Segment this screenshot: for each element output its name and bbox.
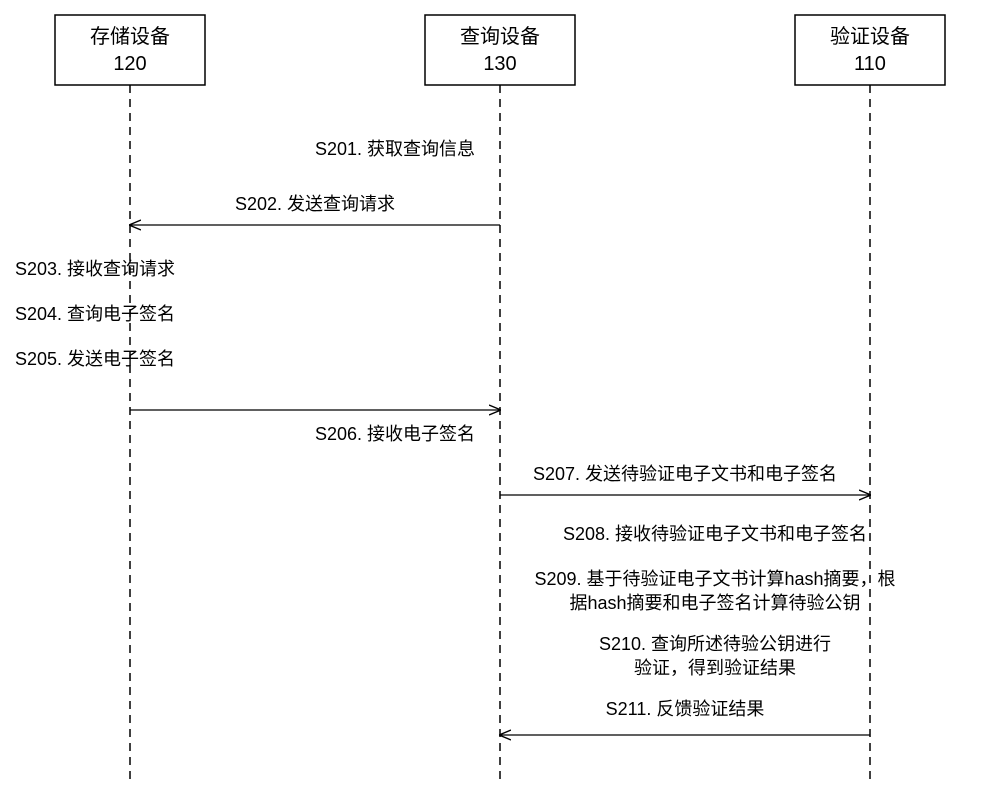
participant-title-storage: 存储设备: [90, 25, 170, 48]
step-label-7-line-0: S207. 发送待验证电子文书和电子签名: [533, 464, 837, 484]
step-label-10-line-1: 验证，得到验证结果: [634, 658, 796, 678]
participant-id-verify: 110: [854, 53, 886, 75]
step-label-2-line-0: S203. 接收查询请求: [15, 259, 175, 279]
step-label-9-line-1: 据hash摘要和电子签名计算待验公钥: [569, 593, 860, 613]
step-label-9-line-0: S209. 基于待验证电子文书计算hash摘要，根: [534, 569, 895, 589]
step-label-0-line-0: S201. 获取查询信息: [315, 139, 475, 159]
participant-id-storage: 120: [113, 53, 146, 75]
participant-title-query: 查询设备: [460, 25, 540, 48]
sequence-diagram: 存储设备 120 查询设备 130 验证设备 110 S201. 获取查询信息 S202. 发…: [0, 0, 1000, 789]
step-label-6-line-0: S206. 接收电子签名: [315, 424, 475, 444]
step-label-8-line-0: S208. 接收待验证电子文书和电子签名: [563, 524, 867, 544]
participant-title-verify: 验证设备: [830, 25, 910, 48]
step-label-11-line-0: S211. 反馈验证结果: [606, 699, 765, 719]
step-label-10-line-0: S210. 查询所述待验公钥进行: [599, 634, 831, 654]
participant-id-query: 130: [483, 53, 516, 75]
step-label-1-line-0: S202. 发送查询请求: [235, 194, 395, 214]
step-label-4-line-0: S205. 发送电子签名: [15, 349, 175, 369]
step-label-3-line-0: S204. 查询电子签名: [15, 304, 175, 324]
